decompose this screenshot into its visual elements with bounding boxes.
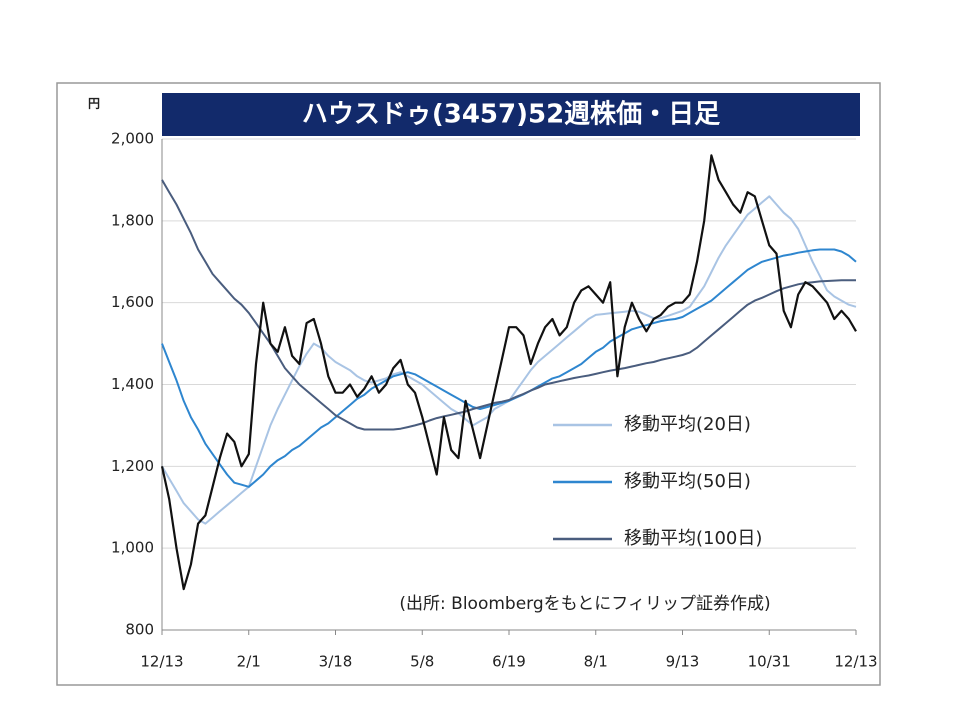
chart-title: ハウスドゥ(3457)52週株価・日足 <box>302 100 720 130</box>
y-tick-label: 1,600 <box>111 293 154 311</box>
legend-label: 移動平均(100日) <box>624 528 762 549</box>
series-line <box>161 179 856 431</box>
x-tick-label: 12/13 <box>140 653 183 671</box>
series-line <box>160 154 857 591</box>
y-tick-label: 2,000 <box>111 130 154 148</box>
y-tick-label: 800 <box>125 621 154 639</box>
y-unit: 円 <box>88 97 100 111</box>
x-tick-label: 6/19 <box>492 653 526 671</box>
x-tick-label: 12/13 <box>834 653 877 671</box>
legend-label: 移動平均(50日) <box>624 471 751 492</box>
y-tick-label: 1,000 <box>111 539 154 557</box>
x-tick-label: 5/8 <box>410 653 434 671</box>
x-tick-label: 3/18 <box>319 653 353 671</box>
x-tick-label: 2/1 <box>237 653 261 671</box>
title-banner <box>162 93 860 136</box>
y-tick-label: 1,800 <box>111 211 154 229</box>
y-tick-label: 1,400 <box>111 375 154 393</box>
source-note: (出所: Bloombergをもとにフィリップ証券作成) <box>399 594 770 614</box>
y-tick-label: 1,200 <box>111 457 154 475</box>
x-tick-label: 8/1 <box>584 653 608 671</box>
legend-label: 移動平均(20日) <box>624 414 751 435</box>
x-tick-label: 9/13 <box>666 653 700 671</box>
x-tick-label: 10/31 <box>748 653 791 671</box>
